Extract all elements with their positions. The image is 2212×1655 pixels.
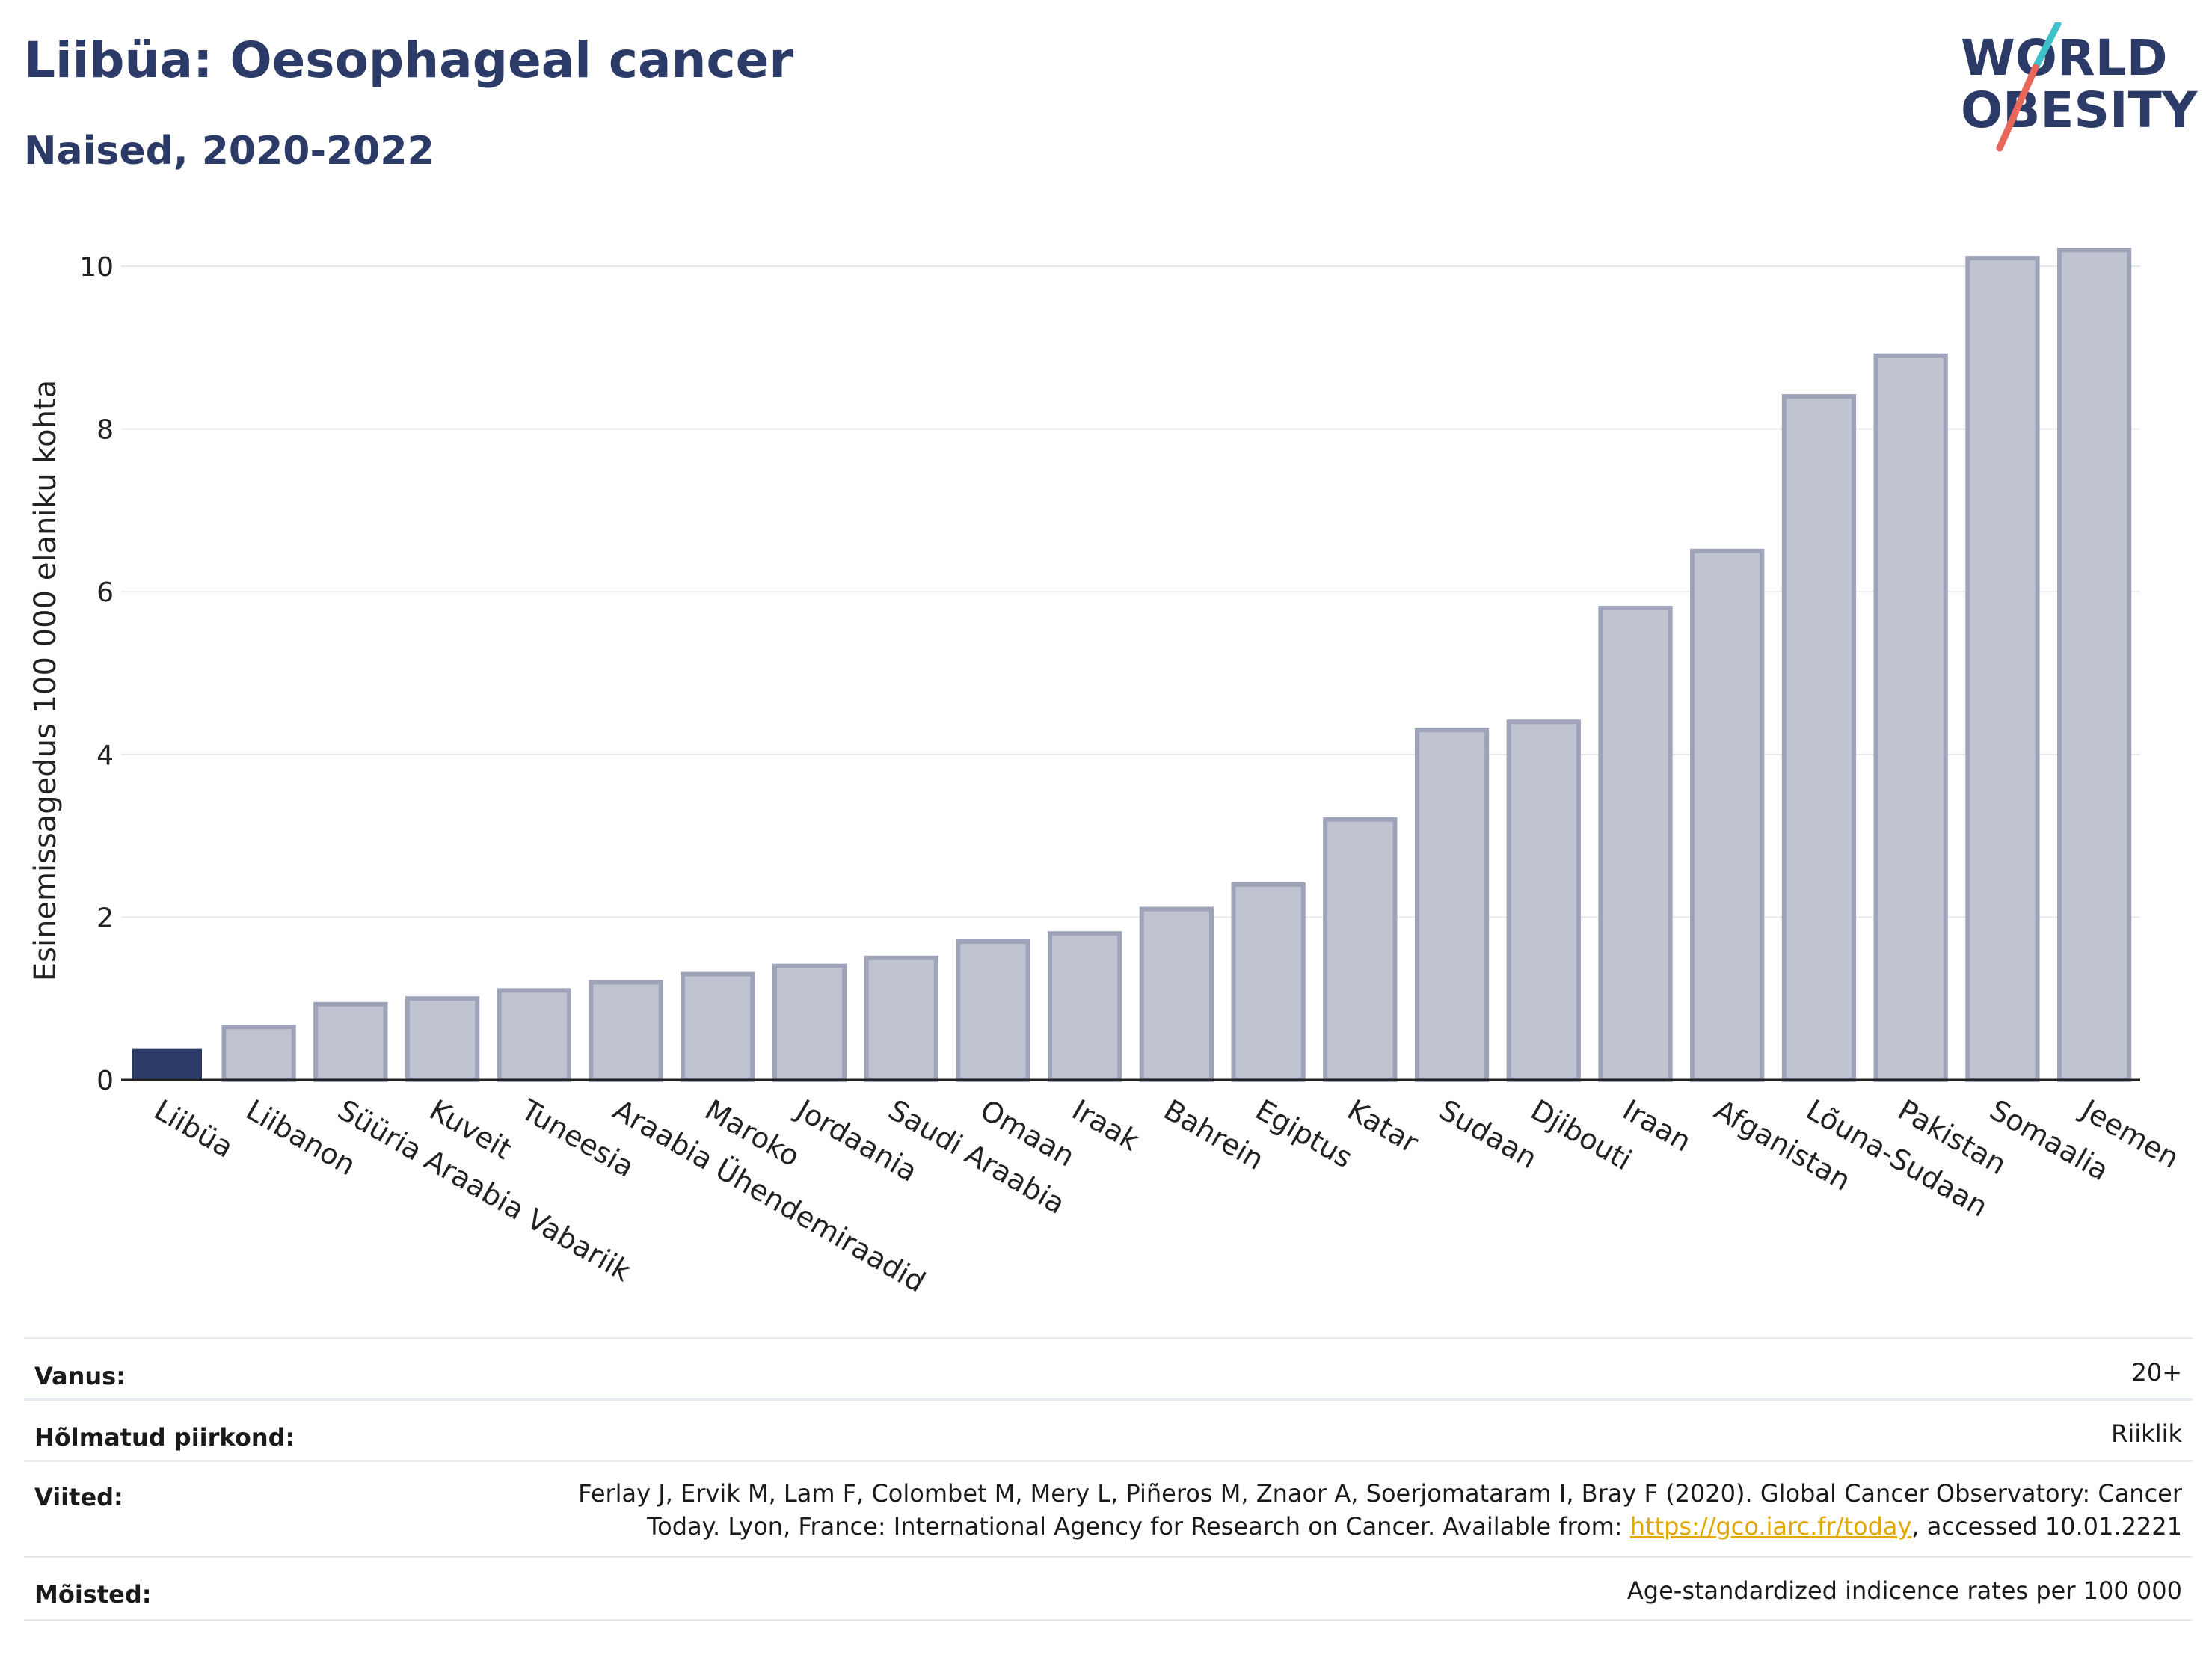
bar-pakistan[interactable] — [1873, 353, 1948, 1082]
y-tick-label: 10 — [79, 252, 114, 283]
bar-somaalia[interactable] — [1965, 256, 2040, 1082]
meta-row-definitions: Mõisted: Age-standardized indicence rate… — [24, 1556, 2193, 1621]
bar-bahrein[interactable] — [1139, 906, 1214, 1083]
logo-slash-teal — [2032, 22, 2062, 71]
y-tick-label: 2 — [96, 903, 114, 933]
bar-omaan[interactable] — [956, 939, 1030, 1083]
meta-references-label: Viited: — [34, 1483, 123, 1511]
meta-row-references: Viited: Ferlay J, Ervik M, Lam F, Colomb… — [24, 1460, 2193, 1558]
meta-age-label: Vanus: — [34, 1362, 126, 1390]
meta-row-coverage: Hõlmatud piirkond: Riiklik — [24, 1398, 2193, 1462]
y-tick-label: 8 — [96, 415, 114, 446]
chart-title: Liibüa: Oesophageal cancer — [24, 31, 793, 89]
x-tick-label: Bahrein — [1158, 1093, 1270, 1176]
logo-word-world: WORLD — [1961, 29, 2168, 87]
bar-egiptus[interactable] — [1231, 882, 1306, 1082]
bar-iraan[interactable] — [1598, 605, 1673, 1082]
bar-liibüa[interactable] — [132, 1048, 202, 1080]
bar-süüria-araabia-vabariik[interactable] — [313, 1001, 388, 1083]
x-tick-label: Djibouti — [1526, 1093, 1638, 1177]
world-obesity-logo: WORLD OBESITY — [1961, 22, 2199, 152]
bar-jeemen[interactable] — [2057, 248, 2132, 1082]
bar-saudi-araabia[interactable] — [864, 955, 938, 1083]
bar-liibanon[interactable] — [221, 1025, 296, 1083]
logo-word-obesity: OBESITY — [1961, 82, 2199, 139]
meta-coverage-value: Riiklik — [2111, 1419, 2182, 1448]
bar-afganistan[interactable] — [1690, 548, 1765, 1082]
meta-age-value: 20+ — [2131, 1358, 2182, 1387]
y-tick-label: 6 — [96, 577, 114, 608]
bar-maroko[interactable] — [681, 971, 755, 1083]
meta-references-line2: Today. Lyon, France: International Agenc… — [647, 1512, 2182, 1541]
x-tick-label: Egiptus — [1250, 1093, 1359, 1175]
logo-slash-red — [1996, 64, 2039, 152]
y-tick-label: 4 — [96, 740, 114, 771]
meta-definitions-label: Mõisted: — [34, 1580, 152, 1609]
bar-katar[interactable] — [1323, 817, 1398, 1082]
meta-references-value: Ferlay J, Ervik M, Lam F, Colombet M, Me… — [578, 1477, 2182, 1543]
bar-jordaania[interactable] — [772, 963, 847, 1083]
gco-link[interactable]: https://gco.iarc.fr/today — [1629, 1512, 1912, 1541]
bar-araabia-ühendemiraadid[interactable] — [589, 980, 663, 1082]
meta-definitions-value: Age-standardized indicence rates per 100… — [1626, 1576, 2182, 1605]
x-tick-label: Liibüa — [149, 1093, 239, 1164]
bar-iraak[interactable] — [1048, 931, 1122, 1083]
bar-sudaan[interactable] — [1414, 728, 1490, 1082]
meta-row-age: Vanus: 20+ — [24, 1337, 2193, 1401]
chart-subtitle: Naised, 2020-2022 — [24, 129, 434, 174]
bar-tuneesia[interactable] — [497, 988, 571, 1082]
bars — [132, 248, 2132, 1083]
bar-djibouti[interactable] — [1506, 719, 1581, 1083]
bar-kuveit[interactable] — [405, 996, 480, 1082]
x-tick-label: Sudaan — [1434, 1093, 1543, 1176]
y-axis-title: Esinemissagedus 100 000 elaniku kohta — [28, 380, 63, 981]
y-tick-label: 0 — [96, 1066, 114, 1096]
bar-lõuna-sudaan[interactable] — [1781, 394, 1857, 1082]
meta-references-line1: Ferlay J, Ervik M, Lam F, Colombet M, Me… — [578, 1479, 2182, 1508]
meta-coverage-label: Hõlmatud piirkond: — [34, 1423, 295, 1452]
